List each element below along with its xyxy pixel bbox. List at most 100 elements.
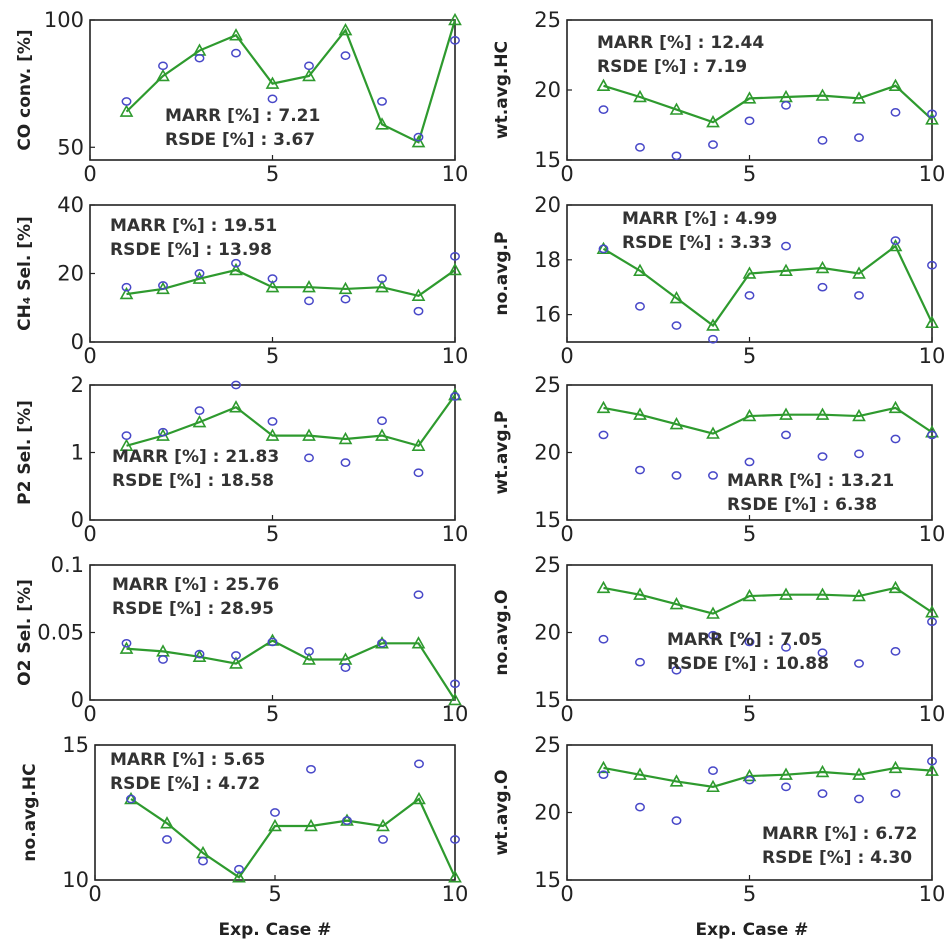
predicted-line <box>603 586 933 615</box>
y-tick-label: 0 <box>71 508 84 532</box>
x-tick-label: 0 <box>83 162 96 186</box>
predicted-point <box>815 764 830 778</box>
rsde-annotation: RSDE [%] : 13.98 <box>110 240 272 260</box>
predicted-point <box>815 260 830 274</box>
predicted-line <box>125 19 457 144</box>
x-tick-label: 10 <box>919 522 946 546</box>
y-axis-label: O2 Sel. [%] <box>15 579 35 686</box>
y-tick-label: 15 <box>534 688 561 712</box>
measured-point <box>194 269 205 278</box>
y-tick-label: 20 <box>534 78 561 102</box>
rsde-annotation: RSDE [%] : 18.58 <box>112 471 274 491</box>
predicted-point <box>742 266 757 279</box>
measured-point <box>450 36 460 45</box>
x-tick-label: 0 <box>88 882 101 906</box>
measured-point <box>890 789 901 798</box>
y-tick-label: 20 <box>534 801 561 825</box>
measured-point <box>744 291 755 300</box>
predicted-point <box>633 587 647 600</box>
measured-point <box>377 274 387 283</box>
measured-point <box>378 835 388 844</box>
predicted-point <box>302 280 316 293</box>
predicted-point <box>633 767 647 780</box>
predicted-point <box>706 606 720 619</box>
y-axis-label: wt.avg.HC <box>492 41 512 139</box>
measured-point <box>194 649 205 659</box>
y-tick-label: 20 <box>534 193 561 217</box>
measured-point <box>817 789 828 798</box>
predicted-point <box>338 281 353 295</box>
predicted-point <box>229 262 243 276</box>
measured-point <box>450 252 460 261</box>
predicted-point <box>925 112 939 125</box>
predicted-point <box>596 760 611 774</box>
rsde-annotation: RSDE [%] : 4.72 <box>110 774 260 794</box>
measured-point <box>744 775 755 785</box>
measured-point <box>671 665 682 675</box>
y-axis-label: no.avg.P <box>492 232 512 316</box>
predicted-point <box>669 102 684 115</box>
measured-point <box>708 471 718 480</box>
x-tick-label: 0 <box>560 162 573 186</box>
x-tick-label: 5 <box>743 882 756 906</box>
predicted-point <box>411 288 426 301</box>
measured-point <box>817 282 828 292</box>
predicted-point <box>229 656 243 669</box>
measured-point <box>304 296 314 306</box>
marr-annotation: MARR [%] : 13.21 <box>727 471 894 491</box>
measured-point <box>817 452 828 461</box>
predicted-point <box>192 414 207 428</box>
y-tick-label: 0.1 <box>51 553 84 577</box>
measured-point <box>231 48 241 58</box>
measured-point <box>450 392 460 401</box>
predicted-point <box>265 428 280 441</box>
measured-point <box>598 770 609 780</box>
predicted-point <box>706 426 720 439</box>
predicted-point <box>192 271 207 284</box>
y-axis-label: CH₄ Sel. [%] <box>15 216 35 331</box>
measured-point <box>377 638 387 648</box>
predicted-point <box>852 588 866 602</box>
predicted-point <box>411 135 426 148</box>
measured-point <box>377 416 387 426</box>
x-tick-label: 10 <box>442 344 469 368</box>
predicted-point <box>888 400 903 414</box>
chart-panel-1: 0 5 10 50 100 CO conv. [%] MARR [%] : 7.21 RSDE… <box>15 8 468 186</box>
predicted-point <box>268 818 282 832</box>
measured-point <box>414 759 424 769</box>
measured-point <box>340 294 351 304</box>
marr-annotation: MARR [%] : 19.51 <box>110 216 277 236</box>
predicted-point <box>633 263 647 276</box>
predicted-point <box>925 763 939 776</box>
measured-point <box>158 427 168 437</box>
x-tick-label: 0 <box>560 522 573 546</box>
x-tick-label: 0 <box>83 702 96 726</box>
measured-point <box>598 105 609 114</box>
predicted-point <box>742 91 757 104</box>
chart-panel-8: 0 5 10 15 20 25 no.avg.O MARR [%] : 7.05 RSDE [%… <box>492 553 945 726</box>
measured-point <box>304 453 314 463</box>
measured-point <box>854 449 864 459</box>
measured-point <box>671 151 682 161</box>
marr-annotation: MARR [%] : 7.05 <box>667 630 822 650</box>
predicted-point <box>852 91 866 104</box>
predicted-point <box>265 76 280 89</box>
measured-point <box>267 637 278 647</box>
predicted-point <box>119 104 134 117</box>
marr-annotation: MARR [%] : 5.65 <box>110 750 265 770</box>
rsde-annotation: RSDE [%] : 3.67 <box>165 130 315 150</box>
chart-panel-4: 0 5 10 16 18 20 no.avg.P MARR [%] : 4.99 RSDE [%… <box>492 193 945 368</box>
measured-point <box>340 663 351 672</box>
predicted-point <box>338 431 353 445</box>
measured-point <box>817 648 828 658</box>
measured-point <box>340 458 351 467</box>
x-tick-label: 5 <box>266 522 279 546</box>
predicted-point <box>925 605 939 618</box>
x-tick-label: 0 <box>83 344 96 368</box>
measured-point <box>817 136 828 145</box>
measured-point <box>231 258 241 268</box>
predicted-point <box>669 597 684 610</box>
predicted-point <box>375 280 389 293</box>
predicted-point <box>888 580 903 594</box>
measured-point <box>194 406 205 415</box>
